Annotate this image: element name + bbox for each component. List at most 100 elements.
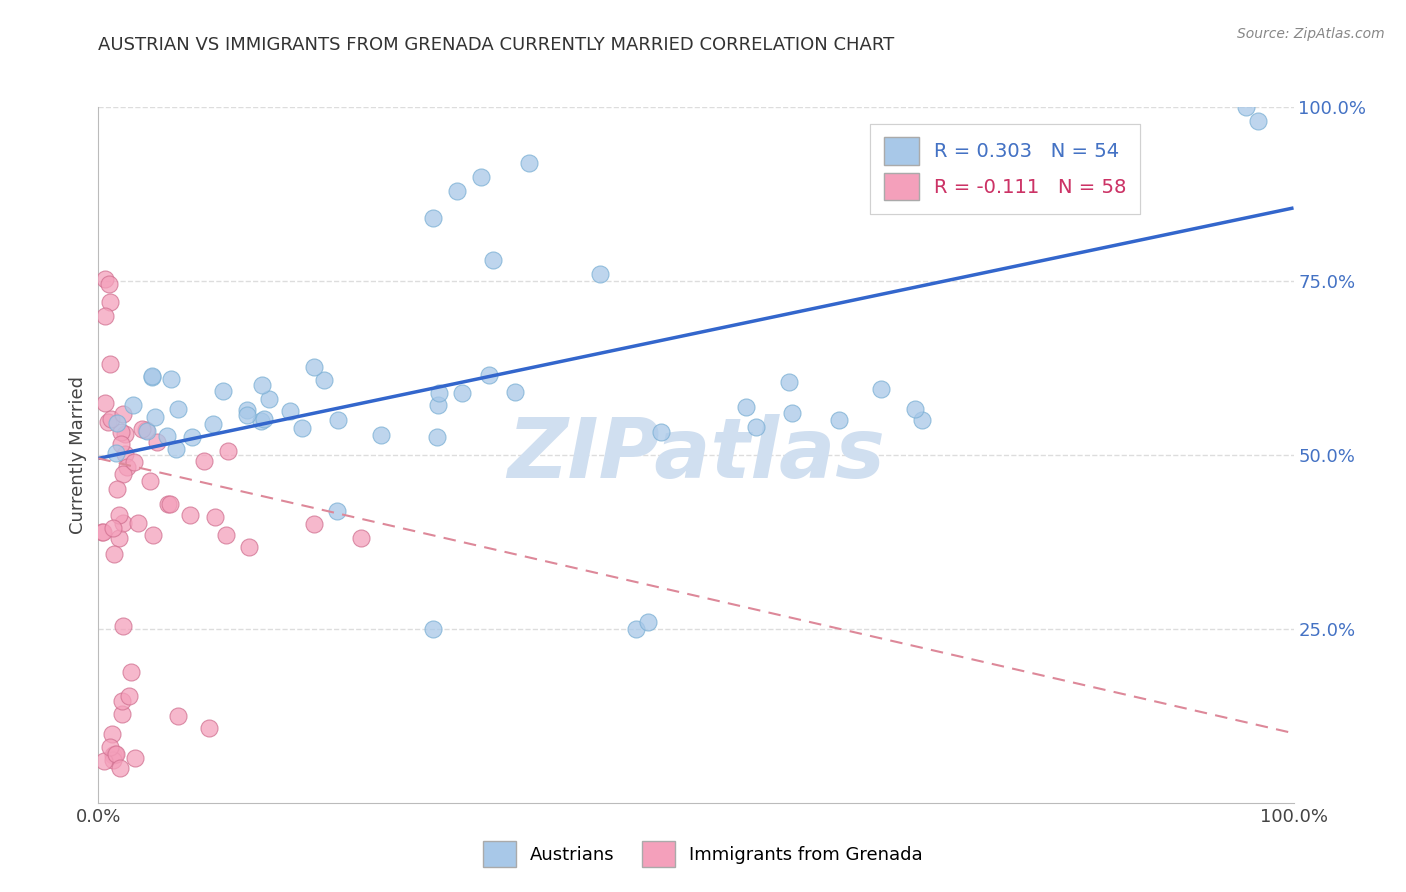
Point [104, 747, 127, 761]
Point [291, 421, 314, 435]
Point [105, 482, 128, 496]
Point [120, 665, 142, 680]
Point [159, 497, 181, 511]
Point [165, 442, 187, 457]
Point [118, 689, 141, 703]
Legend: R = 0.303   N = 54, R = -0.111   N = 58: R = 0.303 N = 54, R = -0.111 N = 58 [870, 124, 1140, 214]
Point [101, 748, 124, 763]
Point [101, 521, 124, 535]
Point [503, 384, 526, 399]
Point [136, 424, 159, 438]
Point [105, 416, 128, 430]
Point [193, 454, 215, 468]
Point [110, 425, 132, 439]
Point [141, 368, 163, 383]
Point [302, 359, 325, 374]
Point [198, 721, 221, 735]
Point [478, 368, 501, 382]
Point [98, 277, 121, 292]
Point [1247, 114, 1270, 128]
Point [111, 619, 134, 633]
Point [278, 404, 301, 418]
Point [212, 384, 235, 398]
Point [114, 427, 136, 442]
Point [166, 709, 188, 723]
Point [257, 392, 280, 406]
Point [422, 622, 444, 636]
Point [204, 510, 226, 524]
Point [236, 403, 259, 417]
Point [238, 540, 260, 554]
Point [111, 467, 134, 481]
Point [181, 430, 204, 444]
Point [179, 508, 201, 522]
Point [135, 423, 157, 437]
Point [108, 761, 131, 775]
Point [121, 398, 143, 412]
Point [111, 694, 134, 708]
Point [94, 310, 117, 324]
Point [114, 447, 136, 461]
Point [451, 386, 474, 401]
Point [911, 412, 934, 426]
Point [253, 412, 276, 426]
Point [112, 407, 135, 421]
Point [250, 413, 273, 427]
Point [146, 434, 169, 449]
Point [139, 474, 162, 488]
Point [122, 455, 145, 469]
Point [326, 503, 349, 517]
Point [94, 396, 117, 410]
Point [101, 726, 124, 740]
Point [778, 376, 800, 390]
Y-axis label: Currently Married: Currently Married [69, 376, 87, 534]
Point [141, 370, 163, 384]
Point [589, 267, 612, 281]
Point [108, 508, 131, 523]
Point [217, 443, 239, 458]
Point [124, 751, 146, 765]
Point [427, 398, 450, 412]
Point [98, 295, 121, 310]
Point [156, 497, 179, 511]
Point [131, 422, 153, 436]
Point [517, 155, 540, 169]
Point [98, 357, 121, 371]
Point [904, 401, 927, 416]
Point [142, 528, 165, 542]
Point [202, 417, 225, 432]
Text: AUSTRIAN VS IMMIGRANTS FROM GRENADA CURRENTLY MARRIED CORRELATION CHART: AUSTRIAN VS IMMIGRANTS FROM GRENADA CURR… [98, 36, 894, 54]
Point [422, 211, 444, 226]
Point [97, 415, 120, 429]
Point [1234, 100, 1257, 114]
Text: ZIPatlas: ZIPatlas [508, 415, 884, 495]
Point [115, 460, 138, 475]
Point [166, 402, 188, 417]
Point [470, 169, 492, 184]
Point [314, 373, 336, 387]
Point [302, 517, 325, 532]
Point [426, 430, 449, 444]
Point [745, 420, 768, 434]
Point [111, 516, 134, 531]
Point [446, 184, 468, 198]
Point [93, 272, 115, 286]
Point [100, 412, 122, 426]
Point [370, 427, 392, 442]
Point [90, 525, 112, 540]
Point [103, 547, 125, 561]
Point [734, 401, 756, 415]
Text: Source: ZipAtlas.com: Source: ZipAtlas.com [1237, 27, 1385, 41]
Point [91, 525, 114, 540]
Point [215, 528, 238, 542]
Point [111, 706, 134, 721]
Legend: Austrians, Immigrants from Grenada: Austrians, Immigrants from Grenada [477, 834, 929, 874]
Point [127, 516, 149, 531]
Point [869, 383, 891, 397]
Point [105, 747, 128, 761]
Point [350, 532, 373, 546]
Point [252, 377, 274, 392]
Point [145, 410, 167, 425]
Point [98, 740, 122, 755]
Point [108, 531, 131, 545]
